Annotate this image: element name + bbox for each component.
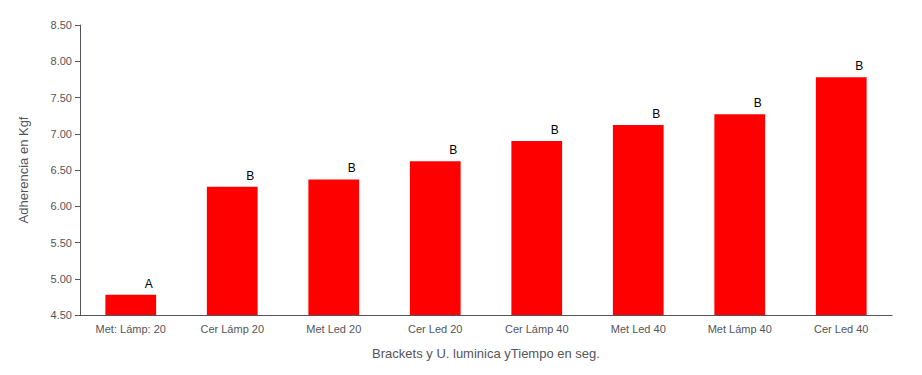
svg-text:5.50: 5.50 [51,237,72,249]
svg-text:B: B [348,161,356,175]
svg-text:Met Led 20: Met Led 20 [306,323,361,335]
svg-text:B: B [246,169,254,183]
svg-text:Met Lámp 40: Met Lámp 40 [708,323,772,335]
svg-text:B: B [652,107,660,121]
svg-text:B: B [449,143,457,157]
svg-text:7.50: 7.50 [51,92,72,104]
svg-text:7.00: 7.00 [51,128,72,140]
svg-text:Met: Lámp: 20: Met: Lámp: 20 [96,323,166,335]
svg-text:6.50: 6.50 [51,164,72,176]
svg-text:B: B [855,59,863,73]
svg-text:Cer Lámp 40: Cer Lámp 40 [505,323,569,335]
svg-text:5.00: 5.00 [51,273,72,285]
svg-text:Brackets y U. luminica yTiempo: Brackets y U. luminica yTiempo en seg. [372,346,600,361]
svg-text:Cer Led 20: Cer Led 20 [408,323,462,335]
svg-text:Cer Lámp 20: Cer Lámp 20 [200,323,264,335]
svg-text:B: B [551,123,559,137]
svg-text:6.00: 6.00 [51,200,72,212]
svg-text:8.50: 8.50 [51,19,72,31]
svg-text:Met Led 40: Met Led 40 [611,323,666,335]
svg-text:8.00: 8.00 [51,55,72,67]
svg-text:Cer Led 40: Cer Led 40 [814,323,868,335]
svg-text:B: B [754,96,762,110]
svg-text:4.50: 4.50 [51,309,72,321]
svg-text:Adherencia en Kgf: Adherencia en Kgf [16,116,31,223]
svg-text:A: A [145,277,153,291]
